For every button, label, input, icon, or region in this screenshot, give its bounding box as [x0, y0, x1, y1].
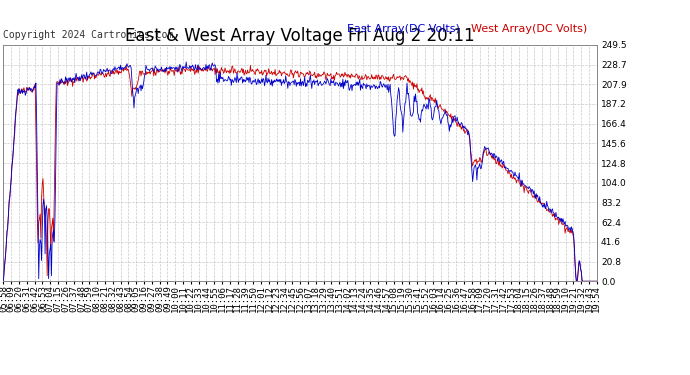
Title: East & West Array Voltage Fri Aug 2 20:11: East & West Array Voltage Fri Aug 2 20:1… [126, 27, 475, 45]
Text: Copyright 2024 Cartronics.com: Copyright 2024 Cartronics.com [3, 30, 174, 40]
Legend: East Array(DC Volts), West Array(DC Volts): East Array(DC Volts), West Array(DC Volt… [342, 20, 591, 39]
